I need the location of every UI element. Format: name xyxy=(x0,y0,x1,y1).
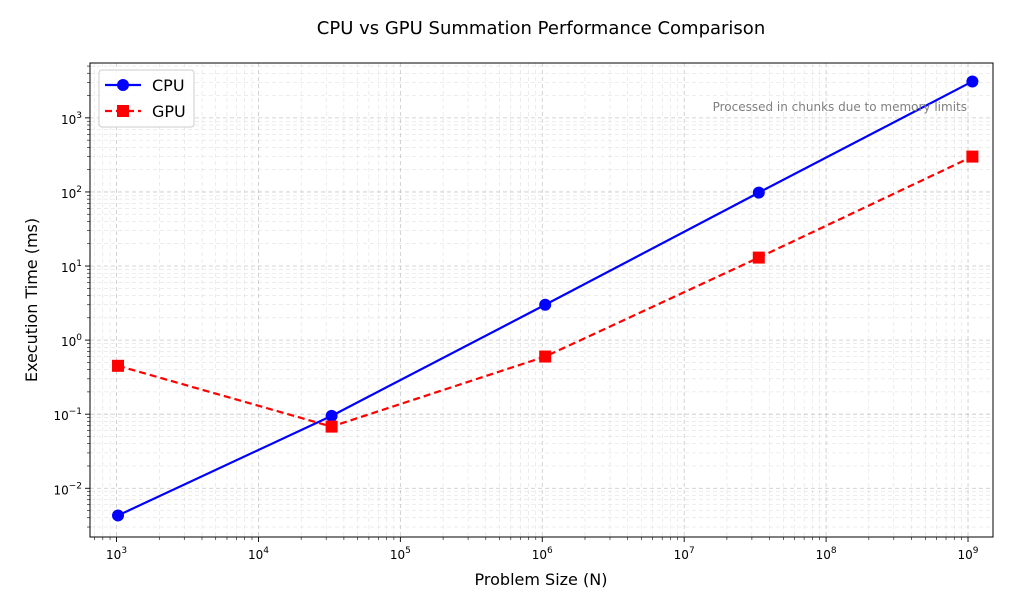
x-axis: 103 104 105 106 107 108 109 xyxy=(94,537,979,562)
x-tick-label: 106 xyxy=(532,546,553,562)
y-tick-label: 100 xyxy=(61,333,82,349)
gpu-data-point xyxy=(752,251,765,264)
x-tick-label: 103 xyxy=(106,546,127,562)
y-tick-label: 102 xyxy=(61,185,82,201)
chart-annotation: Processed in chunks due to memory limits xyxy=(713,100,967,114)
x-tick-label: 108 xyxy=(816,546,837,562)
y-axis: 10−2 10−1 100 101 102 103 xyxy=(53,65,90,528)
y-tick-label: 10−1 xyxy=(53,407,82,423)
legend-gpu-marker xyxy=(117,105,129,117)
gpu-data-point xyxy=(966,150,979,163)
x-tick-label: 107 xyxy=(674,546,695,562)
legend-cpu-label: CPU xyxy=(152,76,185,95)
x-tick-label: 105 xyxy=(390,546,411,562)
x-tick-label: 104 xyxy=(248,546,269,562)
y-tick-label: 103 xyxy=(61,111,82,127)
cpu-data-point xyxy=(325,409,338,422)
cpu-data-point xyxy=(966,75,979,88)
plot-frame xyxy=(89,62,994,538)
gpu-data-point xyxy=(112,359,125,372)
y-axis-label: Execution Time (ms) xyxy=(22,218,41,382)
gpu-data-point xyxy=(539,350,552,363)
x-tick-label: 109 xyxy=(958,546,979,562)
legend-cpu-marker xyxy=(117,79,129,91)
y-tick-label: 101 xyxy=(61,259,82,275)
gpu-data-point xyxy=(325,420,338,433)
chart-title: CPU vs GPU Summation Performance Compari… xyxy=(317,18,765,39)
y-tick-label: 10−2 xyxy=(53,481,82,497)
grid xyxy=(90,63,993,537)
x-axis-label: Problem Size (N) xyxy=(475,570,608,589)
cpu-data-point xyxy=(752,186,765,199)
series-layer xyxy=(112,75,979,522)
legend-gpu-label: GPU xyxy=(152,102,186,121)
cpu-data-point xyxy=(539,298,552,311)
cpu-data-point xyxy=(112,509,125,522)
legend: CPU GPU xyxy=(98,69,195,128)
